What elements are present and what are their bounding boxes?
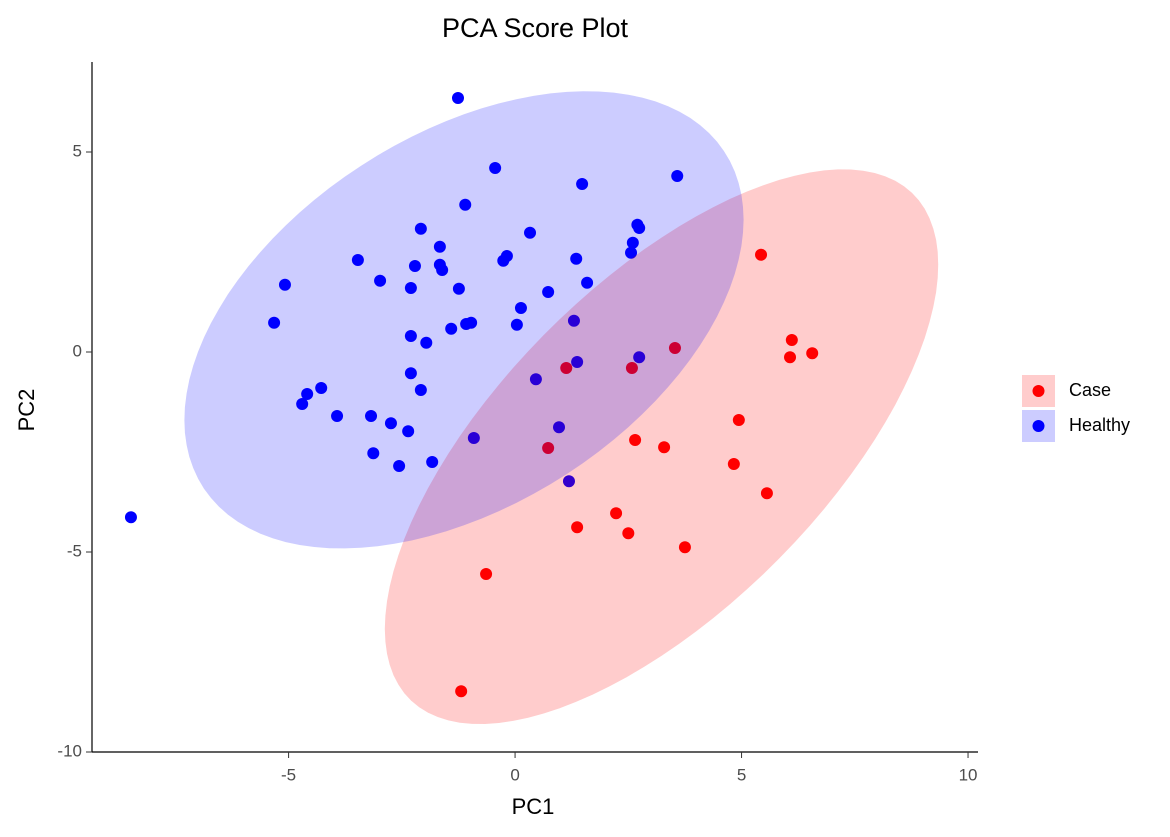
- data-point: [393, 460, 406, 472]
- chart-title: PCA Score Plot: [442, 13, 629, 43]
- data-point: [497, 254, 510, 267]
- points-layer: [124, 92, 819, 698]
- data-point: [384, 417, 397, 430]
- data-point: [524, 226, 537, 239]
- data-point: [365, 410, 378, 422]
- data-point: [633, 351, 646, 364]
- confidence-ellipse: [184, 91, 744, 549]
- data-point: [514, 302, 527, 314]
- data-point: [489, 162, 502, 174]
- data-point: [455, 685, 468, 698]
- data-point: [459, 198, 472, 211]
- data-point: [480, 568, 493, 580]
- x-axis-label: PC1: [512, 794, 555, 819]
- data-point: [452, 282, 465, 295]
- data-point: [671, 170, 684, 182]
- data-point: [404, 330, 417, 342]
- data-point: [315, 382, 328, 394]
- data-point: [625, 246, 638, 259]
- data-point: [278, 278, 291, 291]
- y-axis-label: PC2: [14, 389, 39, 432]
- data-point: [668, 342, 681, 354]
- data-point: [351, 254, 364, 266]
- data-point: [755, 248, 768, 261]
- x-tick-label: 10: [959, 765, 978, 784]
- data-point: [420, 336, 433, 349]
- data-point: [445, 322, 458, 335]
- data-point: [331, 410, 344, 422]
- data-point: [404, 282, 417, 294]
- data-point: [296, 398, 309, 410]
- data-point: [581, 276, 594, 289]
- data-point: [626, 236, 639, 249]
- data-point: [732, 414, 745, 426]
- data-point: [408, 260, 421, 272]
- y-tick-label: 0: [73, 341, 82, 360]
- ellipses-layer: [184, 91, 939, 724]
- data-point: [414, 222, 427, 235]
- data-point: [436, 264, 449, 276]
- data-point: [367, 447, 380, 460]
- data-point: [576, 178, 589, 190]
- data-point: [760, 487, 773, 500]
- data-point: [562, 475, 575, 488]
- data-point: [567, 314, 580, 327]
- legend-key: [1032, 385, 1045, 397]
- data-point: [625, 362, 638, 374]
- data-point: [633, 222, 646, 234]
- data-point: [510, 318, 523, 331]
- data-point: [542, 286, 555, 298]
- data-point: [404, 367, 417, 380]
- x-tick-label: 0: [510, 765, 519, 784]
- data-point: [301, 388, 314, 400]
- data-point: [571, 356, 584, 368]
- data-point: [124, 511, 137, 524]
- data-point: [553, 421, 566, 434]
- x-tick-label: 5: [737, 765, 746, 784]
- y-tick-label: 5: [73, 141, 82, 160]
- x-tick-label: -5: [281, 765, 296, 784]
- data-point: [678, 541, 691, 554]
- data-point: [426, 456, 439, 468]
- data-point: [610, 507, 623, 520]
- data-point: [529, 373, 542, 386]
- data-point: [806, 347, 819, 360]
- data-point: [433, 240, 446, 253]
- legend-label: Case: [1069, 380, 1111, 400]
- data-point: [460, 318, 473, 330]
- data-point: [560, 362, 573, 374]
- data-point: [622, 527, 635, 540]
- data-point: [414, 384, 427, 396]
- data-point: [451, 92, 464, 104]
- data-point: [785, 334, 798, 346]
- confidence-ellipse: [384, 169, 939, 724]
- data-point: [374, 274, 387, 287]
- legend-label: Healthy: [1069, 415, 1130, 435]
- data-point: [629, 434, 642, 446]
- y-tick-label: -5: [67, 541, 82, 560]
- data-point: [727, 458, 740, 470]
- data-point: [784, 351, 797, 364]
- data-point: [402, 425, 415, 438]
- y-tick-label: -10: [57, 741, 82, 760]
- legend-key: [1032, 420, 1045, 432]
- data-point: [570, 252, 583, 265]
- data-point: [542, 442, 555, 454]
- data-point: [268, 316, 281, 329]
- data-point: [571, 521, 584, 534]
- legend: Case Healthy: [1022, 375, 1130, 442]
- data-point: [658, 441, 671, 454]
- data-point: [467, 432, 480, 444]
